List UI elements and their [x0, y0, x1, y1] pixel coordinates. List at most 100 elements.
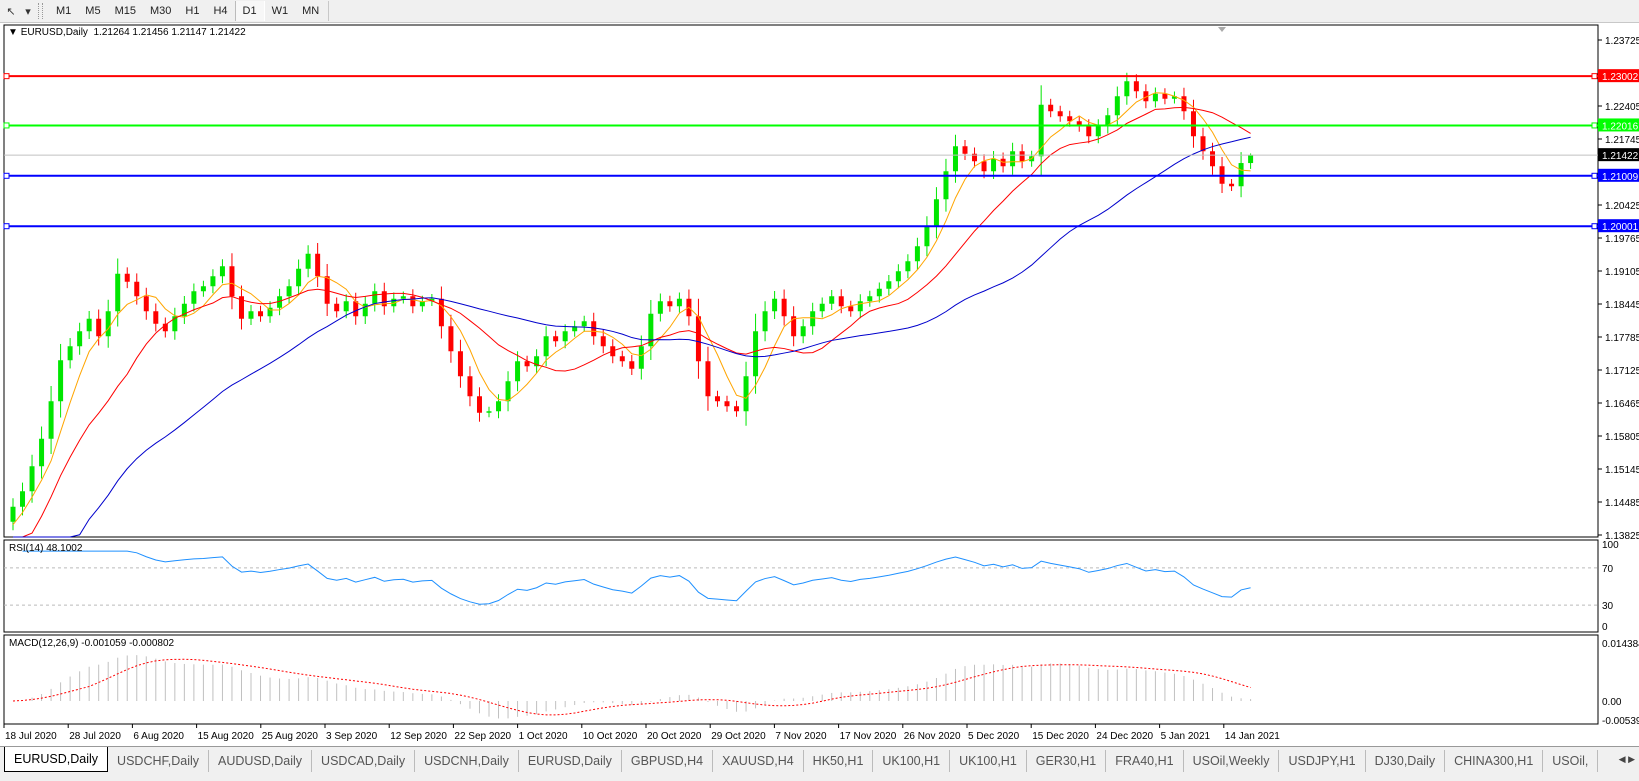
chart-tab[interactable]: UK100,H1 [873, 750, 951, 772]
bear-candle [838, 296, 844, 307]
line-handle [1591, 122, 1598, 129]
rsi-label: RSI(14) 48.1002 [9, 543, 83, 554]
bull-candle [886, 281, 892, 289]
rsi-tick-label: 100 [1602, 540, 1619, 551]
price-tick-label: 1.19765 [1605, 234, 1639, 245]
chart-canvas[interactable]: 1.23725 1.22405 1.21745 1.20425 1.19765 1.191… [0, 23, 1639, 746]
chart-tab[interactable]: GER30,H1 [1027, 750, 1107, 772]
chart-tab[interactable]: XAUUSD,H4 [713, 750, 804, 772]
period-mn[interactable]: MN [302, 5, 320, 17]
chart-tab[interactable]: USDJPY,H1 [1279, 750, 1366, 772]
chart-header: ▼ EURUSD,Daily 1.21264 1.21456 1.21147 1… [8, 27, 246, 38]
chart-tab[interactable]: USOil, [1543, 750, 1599, 772]
line-handle [1591, 73, 1598, 80]
toolbar-grip[interactable] [38, 3, 43, 19]
bull-candle [943, 171, 949, 200]
period-m30[interactable]: M30 [149, 5, 172, 17]
price-tick-label: 1.19105 [1605, 267, 1639, 278]
chart-tab[interactable]: UK100,H1 [950, 750, 1027, 772]
period-w1[interactable]: W1 [271, 5, 289, 17]
bull-candle [58, 360, 64, 402]
tab-scroll-arrows[interactable]: ◀ ▶ [1619, 754, 1635, 765]
bull-candle [39, 438, 45, 467]
bear-candle [695, 316, 701, 362]
chart-tab[interactable]: USDCNH,Daily [415, 750, 519, 772]
rsi-panel [3, 539, 1599, 633]
period-m5[interactable]: M5 [85, 5, 101, 17]
dropdown-arrow-icon[interactable]: ▾ [25, 5, 31, 18]
bear-candle [972, 153, 978, 162]
level-price-label: 1.20001 [1602, 222, 1639, 233]
rsi-tick-label: 0 [1602, 622, 1608, 633]
bear-candle [629, 361, 635, 369]
date-tick-label: 18 Jul 2020 [5, 731, 57, 742]
scroll-left-icon[interactable]: ◀ [1618, 754, 1626, 764]
cursor-tools-icon[interactable]: ↖︎ [6, 5, 16, 18]
line-handle [1591, 172, 1598, 179]
chart-tab[interactable]: HK50,H1 [804, 750, 874, 772]
toolbar-divider [328, 1, 330, 21]
date-tick-label: 26 Nov 2020 [904, 731, 961, 742]
chart-tab[interactable]: USOil,Weekly [1184, 750, 1280, 772]
level-price-badge [1598, 118, 1639, 132]
date-tick-label: 22 Sep 2020 [454, 731, 511, 742]
line-handle [1591, 223, 1598, 230]
bull-candle [372, 291, 378, 304]
bull-candle [1152, 93, 1158, 102]
period-h4[interactable]: H4 [213, 5, 228, 17]
bear-candle [791, 316, 797, 337]
bull-candle [800, 326, 806, 337]
bear-candle [96, 318, 102, 337]
chart-tab[interactable]: USDCHF,Daily [108, 750, 209, 772]
bull-candle [829, 296, 835, 304]
period-m15[interactable]: M15 [114, 5, 136, 17]
date-tick-label: 17 Nov 2020 [840, 731, 897, 742]
bull-candle [86, 318, 92, 332]
bear-candle [1133, 81, 1139, 92]
bull-candle [29, 466, 35, 492]
bear-candle [324, 276, 330, 304]
bear-candle [353, 301, 359, 317]
chart-tab[interactable]: AUDUSD,Daily [209, 750, 313, 772]
bear-candle [1019, 151, 1025, 162]
collapse-arrow-icon[interactable]: ▼ [8, 27, 21, 38]
bull-candle [657, 301, 663, 314]
bull-candle [286, 286, 292, 297]
rsi-line [22, 550, 1251, 605]
date-tick-label: 5 Jan 2021 [1161, 731, 1211, 742]
bear-candle [600, 336, 606, 347]
moving-average-line [12, 92, 1251, 526]
chart-tab[interactable]: GBPUSD,H4 [622, 750, 714, 772]
chart-tab[interactable]: EURUSD,Daily [519, 750, 622, 772]
bull-candle [305, 253, 311, 269]
period-m1[interactable]: M1 [56, 5, 72, 17]
bear-candle [1229, 183, 1235, 187]
chart-tab[interactable]: USDCAD,Daily [312, 750, 416, 772]
period-d1[interactable]: D1 [234, 1, 265, 21]
bull-candle [67, 346, 73, 361]
timeframe-toolbar: ↖︎ ▾ M1 M5 M15 M30 H1 H4 D1 W1 MN [0, 0, 1639, 23]
chart-tab[interactable]: DJ30,Daily [1366, 750, 1446, 772]
bear-candle [334, 303, 340, 312]
scroll-right-icon[interactable]: ▶ [1628, 754, 1635, 764]
price-tick-label: 1.17125 [1605, 366, 1639, 377]
bull-candle [534, 356, 540, 367]
period-h1[interactable]: H1 [185, 5, 200, 17]
price-tick-label: 1.14485 [1605, 498, 1639, 509]
chart-tab[interactable]: EURUSD,Daily [4, 747, 109, 772]
bull-candle [343, 301, 349, 312]
macd-signal-line [12, 658, 1251, 716]
bear-candle [553, 336, 559, 342]
price-tick-label: 1.18445 [1605, 300, 1639, 311]
chart-tab[interactable]: FRA40,H1 [1106, 750, 1184, 772]
macd-tick-label: 0.00 [1602, 697, 1622, 708]
chart-tab[interactable]: CHINA300,H1 [1445, 750, 1544, 772]
bull-candle [753, 331, 759, 377]
bull-candle [496, 401, 502, 412]
bull-candle [105, 311, 111, 337]
chart-tabs: EURUSD,Daily USDCHF,Daily AUDUSD,Daily USDC… [0, 746, 1639, 781]
bear-candle [438, 298, 444, 327]
price-tick-label: 1.23725 [1605, 36, 1639, 47]
bull-candle [762, 311, 768, 332]
bull-candle [172, 316, 178, 332]
